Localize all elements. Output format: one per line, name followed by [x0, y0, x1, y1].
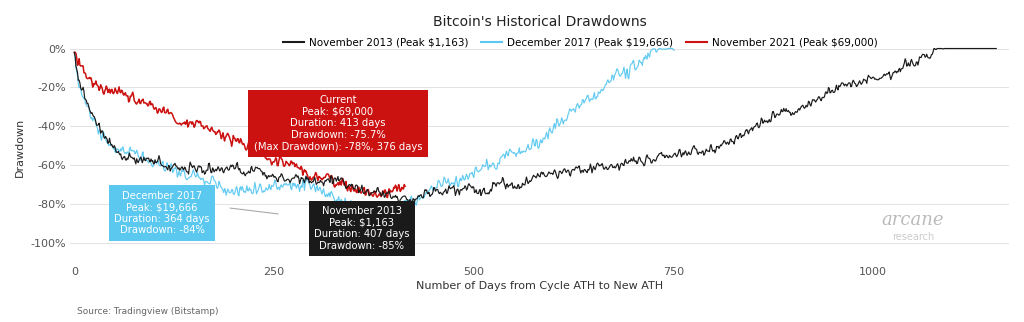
Title: Bitcoin's Historical Drawdowns: Bitcoin's Historical Drawdowns	[433, 15, 646, 29]
X-axis label: Number of Days from Cycle ATH to New ATH: Number of Days from Cycle ATH to New ATH	[416, 281, 664, 291]
Text: Current
Peak: $69,000
Duration: 413 days
Drawdown: -75.7%
(Max Drawdown): -78%, : Current Peak: $69,000 Duration: 413 days…	[254, 95, 422, 152]
Text: research: research	[892, 232, 934, 242]
Text: November 2013
Peak: $1,163
Duration: 407 days
Drawdown: -85%: November 2013 Peak: $1,163 Duration: 407…	[314, 206, 410, 251]
Y-axis label: Drawdown: Drawdown	[15, 118, 25, 177]
Text: Source: Tradingview (Bitstamp): Source: Tradingview (Bitstamp)	[77, 307, 218, 316]
Text: arcane: arcane	[882, 211, 944, 229]
Legend: November 2013 (Peak $1,163), December 2017 (Peak $19,666), November 2021 (Peak $: November 2013 (Peak $1,163), December 20…	[280, 33, 882, 52]
Text: December 2017
Peak: $19,666
Duration: 364 days
Drawdown: -84%: December 2017 Peak: $19,666 Duration: 36…	[115, 191, 210, 235]
